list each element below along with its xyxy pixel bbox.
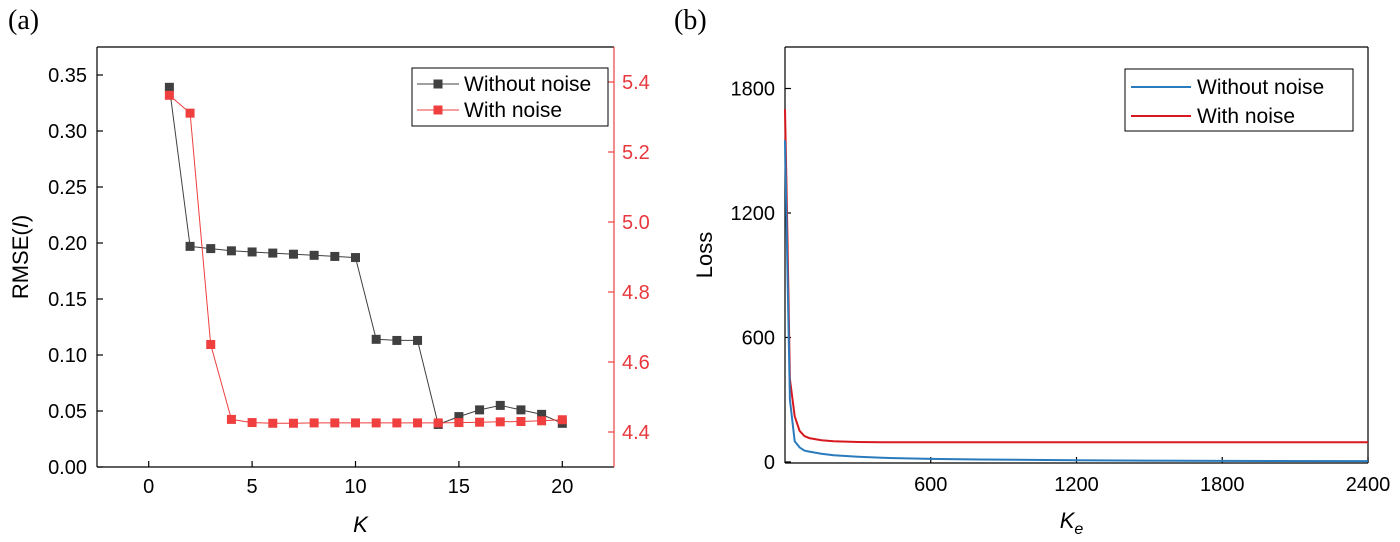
y2-tick-label: 4.8 [622, 282, 650, 304]
series-0-point [206, 244, 216, 254]
y-axis-title-main: RMSE( [8, 228, 33, 300]
chart-a-rmse-vs-k: 0 5 10 15 20 0.00 0.05 0.10 0.15 0.20 0.25 0.30 0.35… [8, 46, 650, 537]
series-1-point [351, 418, 360, 428]
series-0-point [475, 405, 485, 415]
y-axis-title: RMSE(I) [8, 215, 33, 299]
y-tick-label: 0.35 [48, 65, 87, 87]
legend-label: With noise [1197, 105, 1295, 128]
series-0-point [226, 246, 236, 256]
y-axis-title: Loss [692, 232, 717, 278]
y2-tick-label: 4.6 [622, 352, 650, 374]
series-line-0 [168, 87, 563, 426]
y-tick-label: 1200 [731, 203, 776, 225]
x-tick-label: 0 [143, 476, 154, 498]
x-axis-title: Ke [1060, 508, 1084, 538]
series-0-point [392, 335, 402, 345]
x-tick-label: 5 [247, 476, 258, 498]
series-1-point [454, 418, 464, 428]
y-tick-label: 0.10 [48, 345, 87, 367]
series-1-point [247, 418, 257, 428]
series-1-point [516, 417, 526, 426]
y2-tick-label: 4.4 [622, 422, 650, 444]
y-tick-label: 0.30 [48, 121, 87, 143]
legend-label: Without noise [1197, 76, 1324, 99]
x-tick-label: 1800 [1200, 474, 1245, 496]
x-axis-title: K [353, 512, 369, 537]
legend-box [1124, 68, 1354, 132]
series-1-point [309, 418, 319, 428]
series-1-point [288, 418, 298, 428]
series-0-point [516, 405, 526, 415]
x-axis-title-main: K [1060, 508, 1076, 533]
x-tick-label: 1200 [1054, 474, 1099, 496]
series-0-point [185, 241, 195, 251]
x-tick-label: 2400 [1346, 474, 1391, 496]
series-0-point [268, 248, 278, 258]
series-line-1 [784, 109, 1368, 444]
series-1-point [330, 418, 340, 428]
y-tick-label: 0 [764, 452, 775, 474]
series-0-point [247, 247, 257, 257]
series-0-point [164, 82, 174, 92]
y-tick-label: 0.05 [48, 401, 87, 423]
series-line-0 [784, 140, 1369, 463]
series-1-point [268, 418, 278, 428]
legend-label: Without noise [464, 73, 591, 96]
series-0-point [351, 253, 360, 263]
series-1-point [206, 340, 216, 349]
series-0-point [454, 412, 464, 422]
panel-label-a: (a) [8, 5, 39, 36]
series-0-point [495, 400, 505, 410]
legend-marker [433, 79, 443, 89]
x-tick-label: 10 [344, 476, 366, 498]
panel-label-b: (b) [674, 5, 707, 36]
series-1-point [537, 416, 547, 426]
x-tick-label: 600 [914, 474, 947, 496]
series-0-point [309, 250, 319, 260]
legend-marker [433, 105, 443, 115]
x-axis-title-sub: e [1074, 521, 1083, 538]
series-0-point [371, 334, 381, 344]
y2-tick-label: 5.4 [622, 72, 650, 94]
legend-box [411, 67, 609, 127]
y-tick-label: 0.15 [48, 289, 87, 311]
chart-b-loss-vs-ke: 600 1200 1800 2400 0 600 1200 1800 Ke Loss Without… [692, 46, 1391, 538]
x-tick-label: 20 [551, 476, 573, 498]
y2-tick-label: 5.0 [622, 212, 650, 234]
y-axis-title-italic: I [8, 222, 33, 228]
y-tick-label: 0.20 [48, 233, 87, 255]
series-1-point [226, 414, 236, 424]
y2-tick-label: 5.2 [622, 142, 650, 164]
series-1-point [164, 90, 174, 100]
series-0-point [413, 335, 423, 345]
y-tick-label: 1800 [731, 78, 776, 100]
y-tick-label: 0.25 [48, 177, 87, 199]
series-1-point [557, 415, 567, 425]
series-0-point [537, 409, 547, 419]
y-tick-label: 600 [742, 327, 775, 349]
series-0-point [288, 249, 298, 259]
series-1-point [413, 418, 423, 428]
legend-label: With noise [464, 99, 562, 122]
series-0-point [330, 251, 340, 261]
x-tick-label: 15 [448, 476, 470, 498]
series-1-point [185, 108, 195, 118]
series-line-1 [169, 94, 563, 424]
series-1-point [475, 417, 485, 427]
series-1-point [371, 418, 381, 428]
series-1-point [433, 418, 443, 428]
series-1-point [392, 418, 402, 428]
y-axis-title-end: ) [8, 215, 33, 222]
y-tick-label: 0.00 [48, 457, 87, 479]
series-1-point [495, 417, 505, 427]
